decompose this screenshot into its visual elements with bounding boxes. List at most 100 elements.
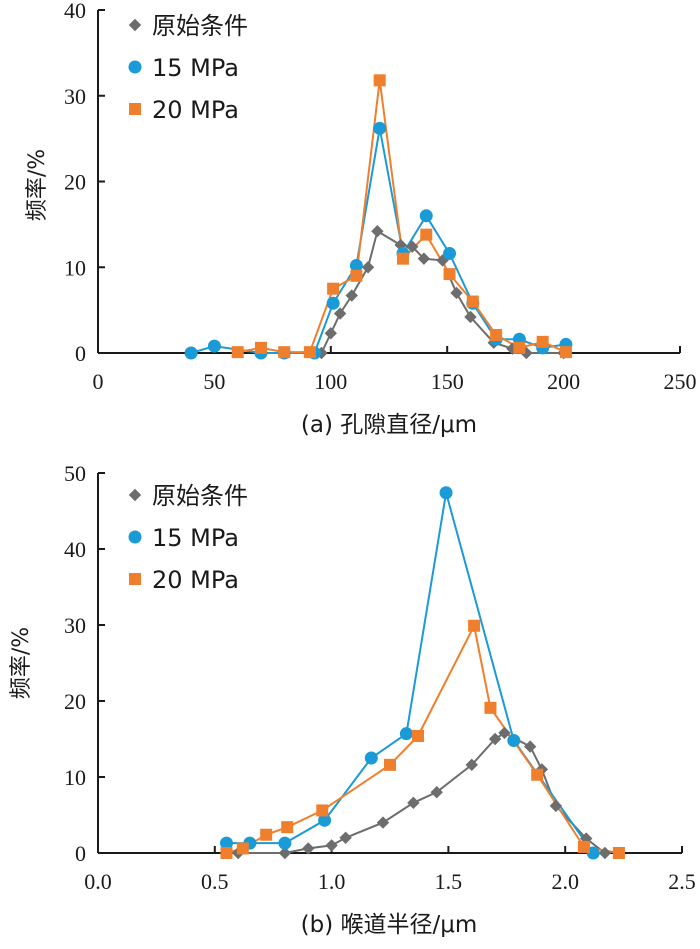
y-tick-label: 40 bbox=[64, 0, 86, 23]
data-point-series-0 bbox=[506, 342, 519, 355]
legend-marker-0 bbox=[128, 488, 142, 502]
legend-label-2: 20 MPa bbox=[152, 96, 239, 124]
x-axis-caption: (b) 喉道半径/μm bbox=[301, 912, 478, 938]
data-point-series-1 bbox=[326, 296, 340, 310]
data-point-series-2 bbox=[412, 729, 425, 742]
data-point-series-2 bbox=[490, 328, 503, 341]
series-layer bbox=[219, 486, 625, 860]
x-tick-label: 50 bbox=[203, 369, 225, 394]
data-point-series-0 bbox=[278, 846, 292, 860]
data-point-series-0 bbox=[549, 799, 563, 813]
data-point-series-0 bbox=[333, 307, 347, 320]
data-point-series-2 bbox=[220, 847, 233, 859]
y-tick-label: 10 bbox=[64, 765, 86, 790]
data-point-series-0 bbox=[325, 839, 338, 852]
data-point-series-1 bbox=[419, 209, 433, 223]
data-point-series-0 bbox=[361, 261, 375, 274]
chart-panel-a: 0 50 100 150 200 250 0 10 20 30 40 原始条件 15 MPa 20 MP… bbox=[25, 0, 697, 438]
data-point-series-1 bbox=[219, 836, 233, 850]
data-point-series-0 bbox=[406, 240, 419, 253]
y-tick-label: 30 bbox=[64, 84, 86, 109]
data-point-series-1 bbox=[349, 259, 363, 273]
x-tick-label: 0.0 bbox=[84, 869, 112, 894]
data-point-series-1 bbox=[278, 836, 292, 850]
data-point-series-2 bbox=[513, 341, 526, 354]
data-point-series-2 bbox=[384, 758, 396, 771]
legend-marker-2 bbox=[129, 573, 141, 585]
data-point-series-2 bbox=[327, 282, 340, 295]
chart-panel-b: 0.0 0.5 1.0 1.5 2.0 2.5 0 10 20 30 40 50 原始条件 15 MPa… bbox=[9, 461, 696, 938]
data-point-series-2 bbox=[373, 74, 386, 87]
legend-label-2: 20 MPa bbox=[152, 566, 239, 594]
data-point-series-0 bbox=[302, 842, 315, 855]
series-line-1 bbox=[226, 492, 595, 854]
data-point-series-2 bbox=[612, 847, 625, 859]
data-point-series-0 bbox=[488, 732, 502, 746]
y-tick-label: 20 bbox=[64, 689, 86, 714]
axis-ticks: 0 50 100 150 200 250 0 10 20 30 40 bbox=[64, 0, 697, 394]
y-tick-label: 40 bbox=[64, 537, 86, 562]
axis-ticks: 0.0 0.5 1.0 1.5 2.0 2.5 0 10 20 30 40 50 bbox=[64, 461, 696, 894]
data-point-series-2 bbox=[316, 804, 329, 817]
data-point-series-2 bbox=[281, 821, 294, 834]
data-point-series-0 bbox=[339, 831, 352, 844]
data-point-series-1 bbox=[318, 813, 332, 827]
legend-label-0: 原始条件 bbox=[152, 12, 248, 40]
data-point-series-2 bbox=[396, 252, 409, 265]
data-point-series-2 bbox=[559, 346, 572, 359]
y-axis-title: 频率/% bbox=[25, 149, 50, 221]
data-point-series-2 bbox=[236, 842, 249, 855]
x-tick-label: 0.5 bbox=[201, 869, 229, 894]
y-tick-label: 20 bbox=[64, 170, 86, 195]
legend-marker-2 bbox=[129, 103, 141, 115]
y-tick-label: 10 bbox=[64, 255, 86, 280]
data-point-series-0 bbox=[430, 786, 443, 799]
x-tick-label: 2.5 bbox=[668, 869, 696, 894]
data-point-series-0 bbox=[407, 796, 420, 810]
data-point-series-0 bbox=[345, 289, 358, 302]
y-tick-label: 50 bbox=[64, 461, 86, 486]
y-tick-label: 0 bbox=[75, 341, 86, 366]
data-point-series-1 bbox=[399, 727, 413, 741]
y-tick-label: 30 bbox=[64, 613, 86, 638]
series-layer bbox=[184, 74, 573, 360]
data-point-series-0 bbox=[371, 225, 384, 238]
data-point-series-2 bbox=[350, 269, 363, 282]
x-tick-label: 250 bbox=[664, 369, 697, 394]
x-tick-label: 1.5 bbox=[435, 869, 463, 894]
x-tick-label: 100 bbox=[314, 369, 347, 394]
data-point-series-1 bbox=[507, 734, 521, 748]
legend-label-1: 15 MPa bbox=[152, 524, 239, 552]
legend-marker-1 bbox=[128, 60, 142, 74]
data-point-series-2 bbox=[468, 619, 481, 632]
data-point-series-2 bbox=[278, 346, 291, 359]
data-point-series-2 bbox=[466, 295, 479, 308]
data-point-series-1 bbox=[207, 339, 221, 353]
data-point-series-0 bbox=[498, 726, 511, 740]
legend-label-0: 原始条件 bbox=[152, 482, 248, 510]
data-point-series-0 bbox=[520, 346, 533, 360]
series-line-0 bbox=[238, 731, 606, 854]
x-tick-label: 200 bbox=[547, 369, 580, 394]
x-tick-label: 1.0 bbox=[318, 869, 346, 894]
data-point-series-0 bbox=[324, 327, 337, 340]
data-point-series-1 bbox=[373, 121, 387, 135]
x-axis-caption: (a) 孔隙直径/μm bbox=[301, 412, 477, 438]
data-point-series-2 bbox=[536, 335, 549, 348]
data-point-series-1 bbox=[439, 486, 453, 500]
x-tick-label: 150 bbox=[431, 369, 464, 394]
series-line-2 bbox=[237, 80, 567, 354]
data-point-series-2 bbox=[531, 768, 544, 781]
data-point-series-1 bbox=[184, 346, 198, 360]
legend-label-1: 15 MPa bbox=[152, 54, 239, 82]
legend-marker-0 bbox=[128, 18, 142, 32]
data-point-series-1 bbox=[443, 247, 457, 261]
data-point-series-0 bbox=[376, 816, 390, 829]
data-point-series-0 bbox=[523, 740, 537, 753]
legend-marker-1 bbox=[128, 530, 142, 544]
data-point-series-1 bbox=[586, 846, 600, 860]
y-axis-title: 频率/% bbox=[9, 627, 34, 699]
series-line-1 bbox=[190, 128, 567, 354]
data-point-series-2 bbox=[303, 346, 316, 359]
